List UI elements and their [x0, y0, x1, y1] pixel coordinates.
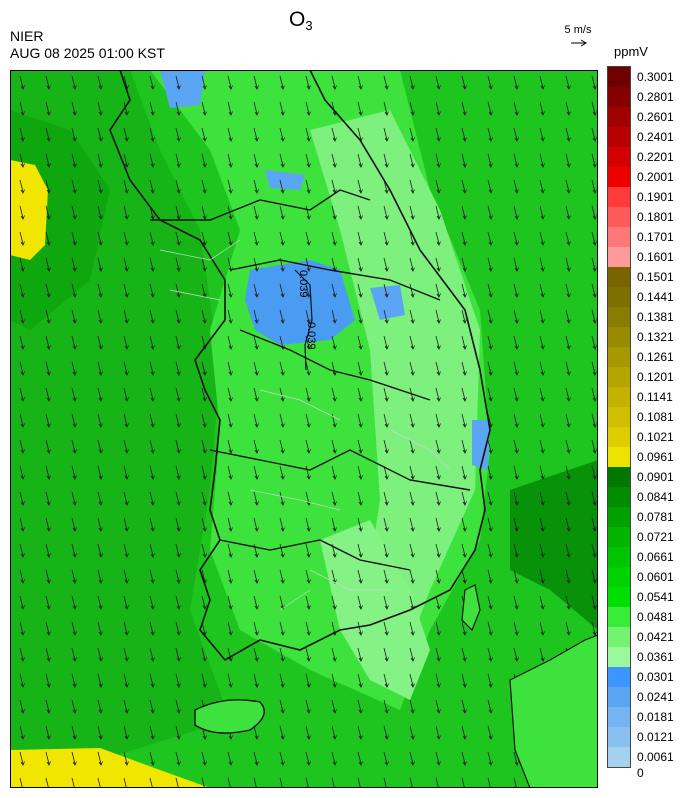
colorbar-tick-label: 0.1321	[637, 330, 674, 344]
colorbar-tick-label: 0.0661	[637, 550, 674, 564]
colorbar-tick-label: 0.0841	[637, 490, 674, 504]
colorbar-tick-label: 0.0241	[637, 690, 674, 704]
contour-label-1: 0.039	[297, 270, 309, 298]
title-main: O	[289, 8, 306, 31]
colorbar-swatch	[608, 747, 630, 767]
wind-reference-arrow-icon	[571, 39, 587, 47]
colorbar-tick-label: 0.1201	[637, 370, 674, 384]
colorbar-tick-label: 0.1901	[637, 190, 674, 204]
colorbar-swatch	[608, 307, 630, 327]
colorbar-tick-label: 0.0721	[637, 530, 674, 544]
colorbar-tick-label: 0	[637, 766, 644, 780]
colorbar-tick-label: 0.1261	[637, 350, 674, 364]
colorbar-swatch	[608, 607, 630, 627]
colorbar-swatch	[608, 387, 630, 407]
colorbar-swatch	[608, 427, 630, 447]
colorbar-tick-label: 0.0541	[637, 590, 674, 604]
colorbar-swatch	[608, 487, 630, 507]
colorbar-tick-label: 0.1801	[637, 210, 674, 224]
wind-reference-label: 5 m/s	[564, 24, 592, 36]
eastern-island	[461, 584, 481, 632]
ozone-map: 0.039 0.039	[10, 70, 598, 788]
jeju-island	[194, 699, 265, 734]
colorbar-swatch	[608, 147, 630, 167]
japan-coastline	[509, 634, 598, 788]
contour-label-2: 0.039	[305, 322, 317, 350]
colorbar-swatch	[608, 667, 630, 687]
colorbar-swatch	[608, 587, 630, 607]
colorbar-tick-label: 0.0421	[637, 630, 674, 644]
provincial-boundaries	[150, 189, 471, 571]
colorbar-swatch	[608, 347, 630, 367]
colorbar-tick-label: 0.2201	[637, 150, 674, 164]
colorbar-swatch	[608, 467, 630, 487]
map-title: O3	[289, 8, 313, 33]
colorbar-swatch	[608, 647, 630, 667]
colorbar-tick-label: 0.0481	[637, 610, 674, 624]
colorbar-tick-label: 0.2601	[637, 110, 674, 124]
colorbar-swatch	[608, 127, 630, 147]
colorbar-swatch	[608, 687, 630, 707]
map-frame	[10, 70, 598, 788]
colorbar-swatch	[608, 367, 630, 387]
colorbar-swatch	[608, 567, 630, 587]
title-subscript: 3	[305, 18, 313, 33]
colorbar-tick-label: 0.1501	[637, 270, 674, 284]
colorbar-tick-label: 0.0961	[637, 450, 674, 464]
korean-peninsula-coastline	[109, 70, 491, 662]
colorbar	[607, 66, 631, 768]
colorbar-tick-label: 0.1701	[637, 230, 674, 244]
colorbar-swatch	[608, 707, 630, 727]
colorbar-swatch	[608, 87, 630, 107]
colorbar-swatch	[608, 627, 630, 647]
colorbar-swatch	[608, 527, 630, 547]
org-label: NIER	[10, 28, 44, 44]
colorbar-swatch	[608, 447, 630, 467]
wind-vector-field	[10, 70, 598, 788]
colorbar-tick-label: 0.2801	[637, 90, 674, 104]
colorbar-tick-label: 0.1601	[637, 250, 674, 264]
colorbar-tick-label: 0.1081	[637, 410, 674, 424]
district-boundaries	[159, 239, 451, 611]
contour-line-0039	[294, 269, 313, 371]
colorbar-tick-label: 0.1441	[637, 290, 674, 304]
colorbar-tick-label: 0.0901	[637, 470, 674, 484]
colorbar-tick-label: 0.2401	[637, 130, 674, 144]
colorbar-swatch	[608, 327, 630, 347]
colorbar-swatch	[608, 287, 630, 307]
colorbar-tick-label: 0.0601	[637, 570, 674, 584]
colorbar-swatch	[608, 247, 630, 267]
colorbar-swatch	[608, 167, 630, 187]
colorbar-swatch	[608, 227, 630, 247]
colorbar-tick-label: 0.0301	[637, 670, 674, 684]
colorbar-tick-label: 0.0361	[637, 650, 674, 664]
colorbar-tick-label: 0.0781	[637, 510, 674, 524]
colorbar-swatch	[608, 207, 630, 227]
colorbar-swatch	[608, 407, 630, 427]
colorbar-tick-label: 0.1021	[637, 430, 674, 444]
colorbar-swatch	[608, 507, 630, 527]
colorbar-tick-label: 0.0181	[637, 710, 674, 724]
colorbar-tick-label: 0.1141	[637, 390, 673, 404]
colorbar-swatch	[608, 547, 630, 567]
unit-label: ppmV	[614, 44, 648, 59]
colorbar-swatch	[608, 187, 630, 207]
colorbar-tick-label: 0.0121	[637, 730, 674, 744]
colorbar-swatch	[608, 107, 630, 127]
colorbar-tick-label: 0.1381	[637, 310, 674, 324]
colorbar-swatch	[608, 727, 630, 747]
colorbar-tick-label: 0.0061	[637, 750, 674, 764]
colorbar-swatch	[608, 267, 630, 287]
colorbar-swatch	[608, 67, 630, 87]
timestamp-label: AUG 08 2025 01:00 KST	[10, 45, 165, 61]
colorbar-tick-label: 0.3001	[637, 70, 674, 84]
colorbar-tick-label: 0.2001	[637, 170, 674, 184]
